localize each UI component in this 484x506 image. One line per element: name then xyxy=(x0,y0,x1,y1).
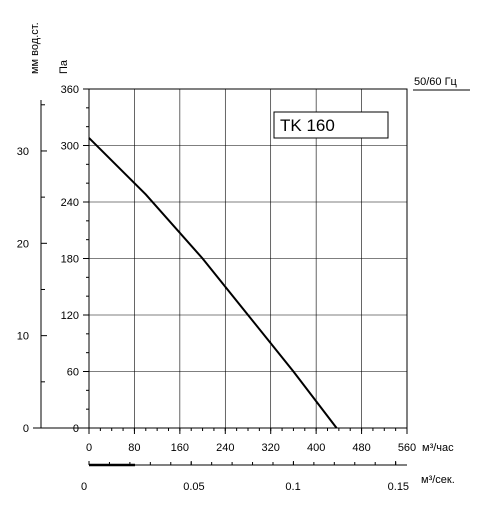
mm-tick-label: 20 xyxy=(17,238,29,250)
x-tick-label: 560 xyxy=(398,442,416,454)
x-axis-label-m3h: м³/час xyxy=(422,442,454,454)
series-layer xyxy=(88,137,338,429)
series-line xyxy=(88,137,338,429)
pa-tick-label: 120 xyxy=(61,310,79,322)
y-axis-label-pa: Па xyxy=(58,59,70,74)
mm-tick-label: 10 xyxy=(17,331,29,343)
x-tick-label: 320 xyxy=(262,442,280,454)
frequency-label: 50/60 Гц xyxy=(414,76,458,88)
x-axis-m3s: 0 0.05 0.1 0.15 xyxy=(81,461,409,493)
pa-tick-label: 180 xyxy=(61,254,79,266)
pa-tick-label: 0 xyxy=(73,423,79,435)
x-tick-label: 480 xyxy=(352,442,370,454)
m3s-tick-label: 0.15 xyxy=(388,481,409,493)
pa-tick-label: 240 xyxy=(61,197,79,209)
model-label: TK 160 xyxy=(280,116,335,135)
pa-tick-label: 300 xyxy=(61,141,79,153)
mm-tick-label: 0 xyxy=(23,423,29,435)
pa-tick-label: 60 xyxy=(67,367,79,379)
pa-tick-label: 360 xyxy=(61,84,79,96)
x-axis-label-m3s: м³/сек. xyxy=(421,474,455,486)
model-label-box xyxy=(273,111,389,139)
x-tick-label: 400 xyxy=(307,442,325,454)
x-tick-label: 0 xyxy=(86,442,92,454)
x-axis-m3h: 0 80 160 240 320 400 480 560 xyxy=(86,428,416,454)
m3s-tick-label: 0.1 xyxy=(285,481,300,493)
m3s-tick-label: 0 xyxy=(81,481,87,493)
x-tick-label: 240 xyxy=(216,442,234,454)
pa-axis: 0 60 120 180 240 300 360 xyxy=(61,84,89,435)
grid-lines xyxy=(89,89,407,428)
x-tick-label: 80 xyxy=(128,442,140,454)
mm-tick-label: 30 xyxy=(17,146,29,158)
x-tick-label: 160 xyxy=(171,442,189,454)
y-axis-label-mm: мм вод.ст. xyxy=(29,22,41,74)
mm-axis: 0 10 20 30 xyxy=(17,104,47,435)
m3s-tick-label: 0.05 xyxy=(183,481,204,493)
